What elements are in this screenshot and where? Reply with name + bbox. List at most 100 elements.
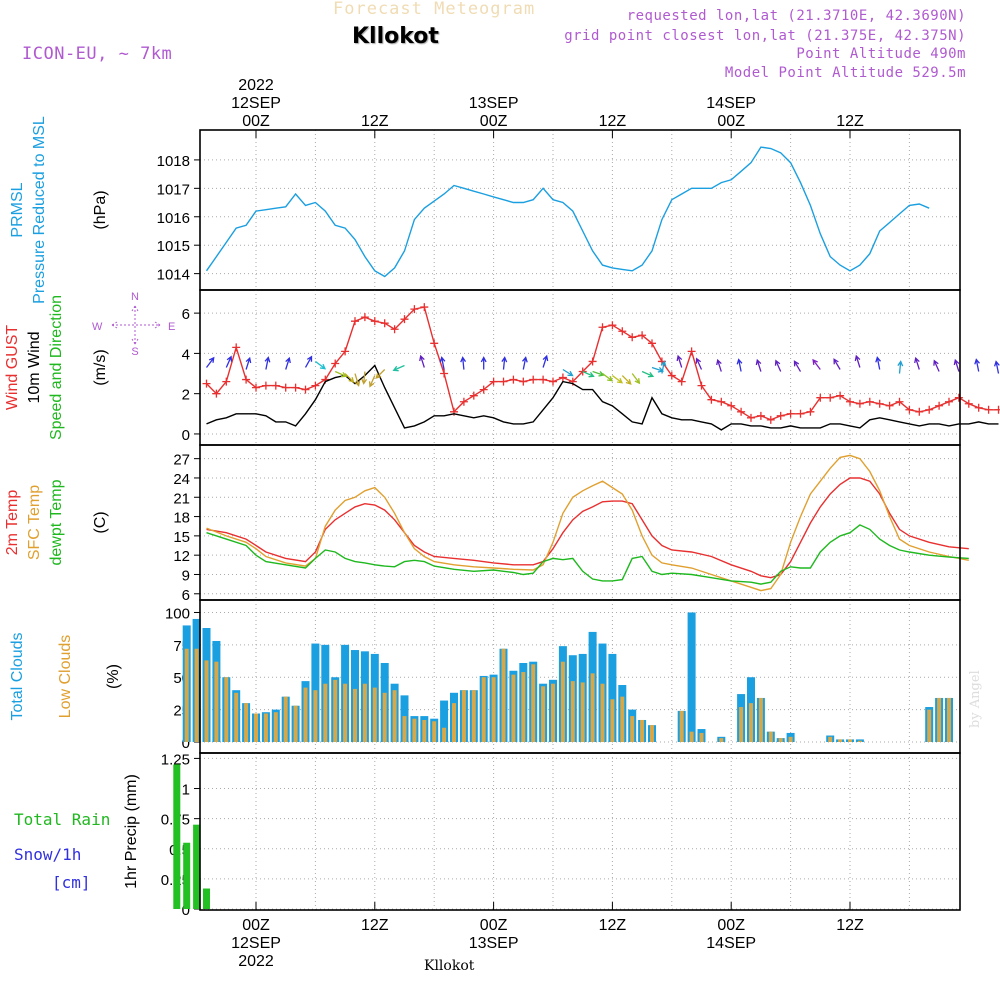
bar-low-clouds: [541, 686, 546, 742]
bar-low-clouds: [590, 673, 595, 742]
wind-arrow: [334, 370, 348, 378]
bar-low-clouds: [640, 719, 645, 742]
bar-rain: [173, 764, 181, 909]
side-label: Pressure Reduced to MSL: [31, 116, 48, 304]
gust-marker: [648, 339, 656, 348]
gust-marker: [311, 381, 320, 390]
wind-arrow: [542, 354, 549, 368]
gust-marker: [291, 383, 300, 392]
bottom-time-label: 12Z: [836, 917, 864, 934]
y-tick-label: 24: [173, 471, 190, 488]
bar-low-clouds: [471, 690, 476, 742]
bar-low-clouds: [788, 736, 793, 742]
gust-marker: [232, 343, 241, 352]
wind-arrow: [716, 358, 722, 372]
gust-marker: [549, 377, 557, 386]
bottom-time-label: 00Z: [480, 917, 508, 934]
panel-frame: [199, 444, 961, 601]
bar-low-clouds: [214, 661, 219, 742]
gust-marker: [737, 407, 746, 416]
gust-marker: [747, 413, 755, 422]
bar-low-clouds: [313, 690, 318, 742]
gust-marker: [935, 401, 944, 410]
bar-low-clouds: [521, 672, 526, 742]
bar-low-clouds: [501, 648, 506, 742]
bar-rain: [203, 888, 210, 909]
panel-frame: [199, 752, 961, 911]
forecast-title: Forecast Meteogram: [333, 0, 536, 19]
gust-marker: [766, 415, 775, 424]
y-tick-label: 0: [182, 735, 190, 752]
gust-marker: [509, 375, 518, 384]
bottom-time-label: 14SEP: [706, 935, 756, 952]
bar-low-clouds: [600, 683, 605, 742]
bar-low-clouds: [531, 664, 536, 742]
bar-low-clouds: [848, 739, 852, 742]
wind-arrow: [460, 356, 467, 370]
wind-arrow: [480, 356, 487, 370]
bar-low-clouds: [422, 719, 427, 742]
wind-arrow: [354, 373, 361, 387]
bar-low-clouds: [679, 710, 684, 742]
side-label: Total Rain: [14, 810, 110, 829]
gust-marker: [400, 315, 409, 324]
bar-low-clouds: [739, 707, 744, 742]
bar-low-clouds: [402, 716, 407, 742]
top-time-label: 2022: [238, 77, 274, 94]
gust-marker: [341, 347, 350, 356]
gust-marker: [836, 391, 845, 400]
bar-total-clouds: [440, 700, 449, 742]
y-tick-label: 18: [173, 510, 190, 527]
bar-low-clouds: [343, 683, 348, 742]
gust-marker: [964, 399, 973, 408]
gust-marker: [252, 383, 260, 392]
side-label: Snow/1h: [14, 845, 81, 864]
wind-arrow: [974, 358, 981, 372]
gust-marker: [588, 357, 597, 366]
wind-arrow: [793, 360, 802, 372]
side-label: PRMSL: [9, 182, 26, 237]
y-tick-label: 0: [182, 427, 190, 444]
bar-low-clouds: [432, 721, 437, 742]
gust-marker: [281, 383, 290, 392]
gust-marker: [202, 379, 211, 388]
wind-arrow: [695, 357, 703, 370]
bar-low-clouds: [511, 674, 516, 742]
bar-low-clouds: [857, 740, 862, 742]
point-altitude: Point Altitude 490m: [796, 46, 966, 62]
bar-low-clouds: [283, 696, 288, 742]
bar-low-clouds: [303, 687, 308, 742]
y-tick-label: 1: [182, 782, 190, 799]
y-tick-label: 1017: [157, 181, 190, 198]
wind-arrow: [914, 356, 920, 370]
wind-arrow: [641, 370, 655, 378]
y-tick-label: 0: [182, 902, 190, 919]
y-axis-label: (%): [105, 664, 122, 689]
y-axis-label: (hPa): [92, 190, 109, 229]
gust-marker: [727, 401, 736, 410]
panel-frame: [199, 129, 961, 291]
top-time-label: 12Z: [836, 113, 864, 130]
gust-marker: [390, 325, 399, 334]
gust-marker: [271, 381, 280, 390]
gust-marker: [865, 397, 874, 406]
gust-marker: [420, 303, 429, 312]
bar-low-clouds: [580, 682, 585, 742]
wind-arrow: [612, 375, 624, 384]
bar-low-clouds: [650, 725, 654, 742]
y-tick-label: 100: [165, 605, 190, 622]
gust-marker: [618, 327, 627, 336]
gust-marker: [469, 391, 478, 400]
bottom-time-label: 12Z: [361, 917, 389, 934]
gust-marker: [697, 381, 706, 390]
bar-low-clouds: [362, 683, 367, 742]
bar-low-clouds: [273, 712, 278, 742]
panel-temperature: 6 9 12 15 18 21 24 27 2m Temp SFC Temp dewpt Temp (…: [4, 444, 969, 604]
gust-marker: [954, 393, 963, 402]
gust-marker: [855, 399, 864, 408]
bar-low-clouds: [947, 697, 951, 742]
bar-low-clouds: [828, 736, 833, 742]
bar-low-clouds: [204, 660, 209, 742]
y-axis-label: 1hr Precip (mm): [123, 774, 140, 889]
